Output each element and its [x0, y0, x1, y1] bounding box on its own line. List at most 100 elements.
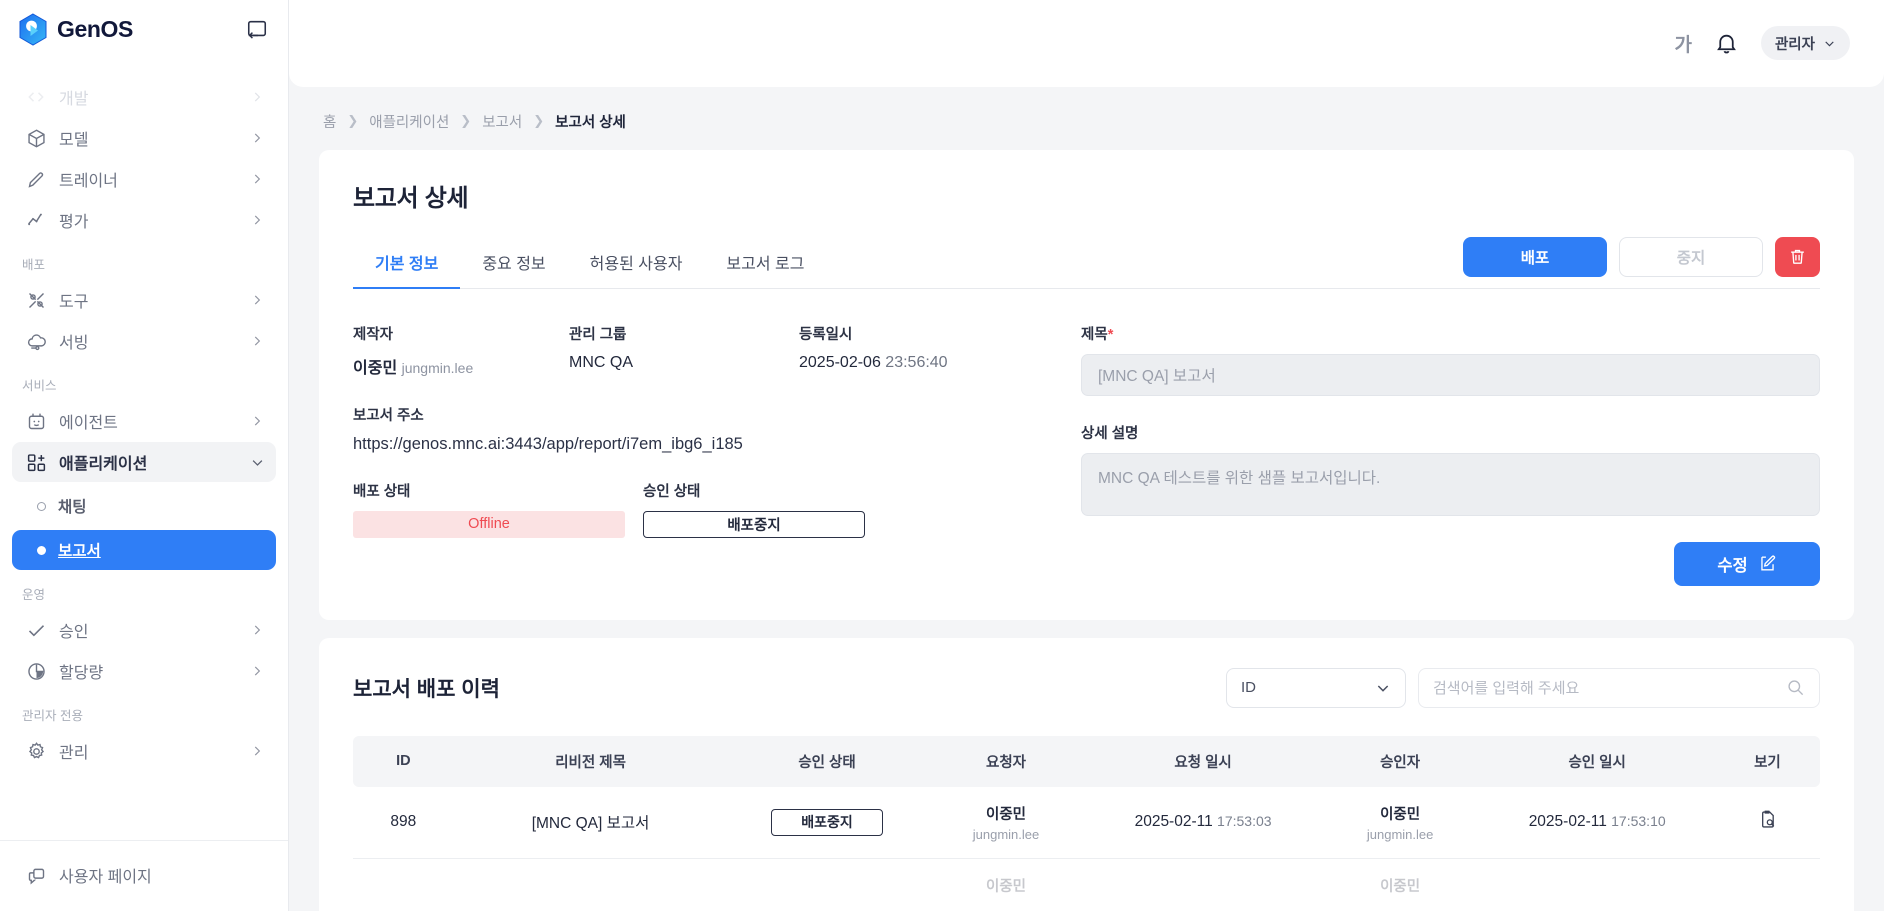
table-row-partial[interactable]: 이중민 이중민 — [353, 858, 1820, 911]
col-approved-at: 승인 일시 — [1479, 735, 1715, 787]
gear-icon — [25, 740, 47, 762]
agent-bot-icon — [25, 410, 47, 432]
sidebar-item-admin[interactable]: 관리 — [12, 731, 276, 771]
sidebar-item-user-page[interactable]: 사용자 페이지 — [12, 855, 276, 895]
sidebar-item-approval[interactable]: 승인 — [12, 610, 276, 650]
sidebar-label: 도구 — [59, 294, 89, 311]
cloud-serving-icon — [25, 330, 47, 352]
cell-approver: 이중민 — [1320, 858, 1480, 911]
edit-button[interactable]: 수정 — [1674, 541, 1820, 586]
sidebar-item-serving[interactable]: 서빙 — [12, 321, 276, 361]
col-id: ID — [353, 735, 454, 787]
sidebar-label: 승인 — [59, 624, 89, 641]
sidebar-label: 관리 — [59, 745, 89, 762]
chevron-down-icon — [1377, 685, 1389, 692]
chevron-right-icon — [250, 334, 264, 348]
sidebar-item-application[interactable]: 애플리케이션 — [12, 442, 276, 482]
field-label: 관리 그룹 — [569, 326, 627, 343]
field-label: 보고서 주소 — [353, 407, 424, 424]
panel-collapse-icon[interactable] — [244, 16, 270, 42]
sidebar-item-model[interactable]: 모델 — [12, 118, 276, 158]
field-label: 배포 상태 — [353, 483, 411, 500]
sidebar-group-label-operations: 운영 — [22, 588, 46, 602]
sidebar-sublabel: 보고서 — [58, 543, 101, 560]
sidebar-group-label-service: 서비스 — [22, 379, 57, 393]
breadcrumb-separator-icon: ❯ — [460, 113, 472, 129]
sidebar-label: 사용자 페이지 — [59, 869, 152, 886]
breadcrumb-item-home[interactable]: 홈 — [323, 114, 337, 131]
cell-requester: 이중민 — [926, 858, 1086, 911]
registered-time: 23:56:40 — [885, 353, 948, 371]
sidebar-item-agent[interactable]: 에이전트 — [12, 401, 276, 441]
field-deploy-status: 배포 상태 Offline — [353, 480, 625, 538]
sidebar-label: 할당량 — [59, 665, 104, 682]
cell-requested-at — [1085, 858, 1321, 911]
chevron-right-icon — [250, 623, 264, 637]
approved-date: 2025-02-11 — [1528, 813, 1607, 831]
user-menu-label: 관리자 — [1774, 36, 1815, 53]
history-search-input[interactable]: 검색어를 입력해 주세요 — [1418, 667, 1820, 708]
chevron-right-icon — [250, 744, 264, 758]
requester-name: 이중민 — [985, 878, 1027, 895]
cell-id: 898 — [353, 786, 454, 859]
field-registered: 등록일시 2025-02-06 23:56:40 — [799, 323, 1053, 378]
trash-icon — [1791, 250, 1804, 265]
field-creator: 제작자 이중민 jungmin.lee — [353, 323, 569, 378]
title-input[interactable]: [MNC QA] 보고서 — [1081, 353, 1820, 396]
description-textarea[interactable]: MNC QA 테스트를 위한 샘플 보고서입니다. — [1081, 452, 1820, 516]
deploy-button[interactable]: 배포 — [1463, 236, 1607, 277]
cell-revision-title — [453, 858, 728, 911]
sidebar-item-development[interactable]: 개발 — [12, 77, 276, 117]
sidebar-subitem-report[interactable]: 보고서 — [12, 530, 276, 570]
content-scroll-area[interactable]: 홈 ❯ 애플리케이션 ❯ 보고서 ❯ 보고서 상세 보고서 상세 기본 정보 중… — [289, 87, 1884, 911]
tab-report-log[interactable]: 보고서 로그 — [726, 255, 805, 273]
cell-approver: 이중민 jungmin.lee — [1320, 786, 1480, 859]
sidebar-item-tools[interactable]: 도구 — [12, 280, 276, 320]
breadcrumb-item-application[interactable]: 애플리케이션 — [369, 114, 450, 131]
table-row[interactable]: 898 [MNC QA] 보고서 배포중지 이중민 jungmin.lee 20… — [353, 786, 1820, 859]
apps-grid-icon — [25, 451, 47, 473]
sidebar-item-evaluation[interactable]: 평가 — [12, 200, 276, 240]
user-menu[interactable]: 관리자 — [1760, 26, 1850, 61]
bullet-icon — [37, 545, 46, 555]
tab-basic-info[interactable]: 기본 정보 — [353, 240, 461, 289]
field-label: 등록일시 — [799, 326, 853, 343]
cell-approved-at — [1479, 858, 1715, 911]
history-filter-select[interactable]: ID — [1226, 667, 1406, 708]
sidebar-item-quota[interactable]: 할당량 — [12, 651, 276, 691]
field-label: 제목* — [1081, 323, 1820, 344]
field-report-url: 보고서 주소 https://genos.mnc.ai:3443/app/rep… — [353, 404, 1053, 454]
sidebar-header: GenOS — [0, 0, 288, 58]
delete-button[interactable] — [1775, 236, 1820, 277]
sidebar-item-trainer[interactable]: 트레이너 — [12, 159, 276, 199]
deploy-status-badge: Offline — [353, 510, 625, 538]
brand[interactable]: GenOS — [18, 12, 133, 46]
col-requested-at: 요청 일시 — [1085, 735, 1321, 787]
line-chart-icon — [25, 209, 47, 231]
edit-pencil-icon — [1760, 555, 1775, 571]
deploy-history-table: ID 리비전 제목 승인 상태 요청자 요청 일시 승인자 승인 일시 보기 8 — [353, 735, 1820, 911]
sidebar-subitem-chat[interactable]: 채팅 — [12, 486, 276, 526]
bell-icon[interactable] — [1714, 31, 1739, 56]
document-search-icon[interactable] — [1757, 809, 1778, 830]
chevron-down-icon — [250, 455, 264, 469]
creator-username: jungmin.lee — [401, 359, 474, 376]
font-size-toggle[interactable]: 가 — [1674, 34, 1692, 56]
report-url-value[interactable]: https://genos.mnc.ai:3443/app/report/i7e… — [353, 434, 743, 453]
tools-icon — [25, 289, 47, 311]
breadcrumb-item-report-detail: 보고서 상세 — [555, 114, 626, 131]
tab-allowed-users[interactable]: 허용된 사용자 — [589, 255, 683, 273]
chevron-right-icon — [250, 213, 264, 227]
stop-button[interactable]: 중지 — [1619, 236, 1763, 277]
field-label: 상세 설명 — [1081, 425, 1139, 442]
tab-important-info[interactable]: 중요 정보 — [482, 255, 546, 273]
pencil-icon — [25, 168, 47, 190]
status-row: 배포 상태 Offline 승인 상태 배포중지 — [353, 480, 1053, 538]
cell-approval-status: 배포중지 — [727, 786, 927, 859]
cell-view — [1714, 858, 1820, 911]
approver-name: 이중민 — [1380, 878, 1421, 895]
approval-status-badge: 배포중지 — [643, 510, 865, 538]
table-body: 898 [MNC QA] 보고서 배포중지 이중민 jungmin.lee 20… — [353, 786, 1820, 911]
breadcrumb-item-report[interactable]: 보고서 — [482, 114, 523, 131]
